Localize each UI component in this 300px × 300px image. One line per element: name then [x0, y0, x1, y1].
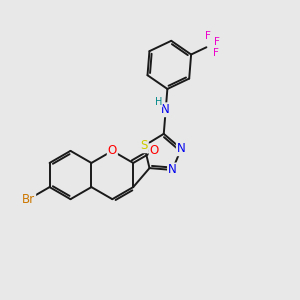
Text: O: O [108, 144, 117, 158]
Text: O: O [149, 144, 159, 158]
Text: F: F [213, 48, 219, 58]
Text: F: F [214, 38, 219, 47]
Text: N: N [177, 142, 186, 155]
Text: Br: Br [22, 193, 35, 206]
Text: N: N [161, 103, 170, 116]
Text: S: S [140, 139, 148, 152]
Text: F: F [205, 31, 211, 41]
Text: N: N [168, 164, 177, 176]
Text: H: H [155, 97, 162, 106]
